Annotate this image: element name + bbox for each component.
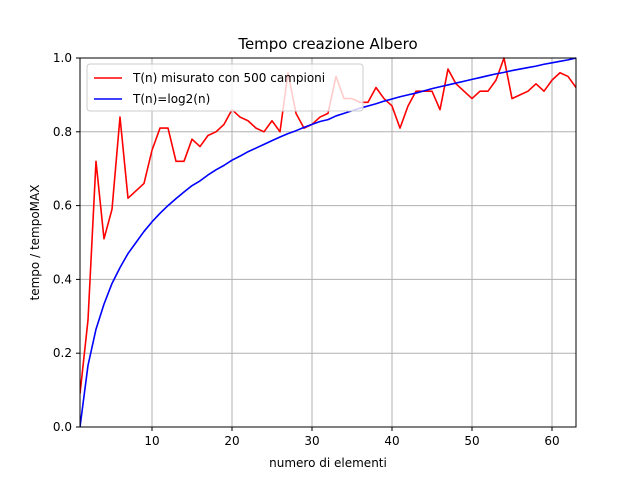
y-tick-label: 0.6: [53, 199, 72, 213]
y-tick-label: 1.0: [53, 51, 72, 65]
legend-label: T(n)=log2(n): [132, 92, 210, 106]
y-tick-label: 0.0: [53, 420, 72, 434]
x-tick-label: 50: [464, 434, 479, 448]
series-line-measured: [80, 57, 576, 394]
legend-label: T(n) misurato con 500 campioni: [132, 71, 325, 85]
y-axis-label: tempo / tempoMAX: [28, 185, 42, 301]
y-tick-label: 0.8: [53, 125, 72, 139]
legend-box: [86, 63, 364, 112]
x-tick-label: 60: [544, 434, 559, 448]
y-tick-label: 0.4: [53, 272, 72, 286]
x-axis-label: numero di elementi: [269, 456, 387, 470]
x-tick-label: 30: [304, 434, 319, 448]
y-tick-label: 0.2: [53, 346, 72, 360]
x-tick-label: 40: [384, 434, 399, 448]
legend: T(n) misurato con 500 campioni T(n)=log2(…: [86, 63, 364, 112]
axis-ticks: 10 20 30 40 50 60 0.0 0.2 0.4 0.6 0.8 1.0: [53, 51, 560, 448]
x-tick-label: 20: [224, 434, 239, 448]
chart-title: Tempo creazione Albero: [237, 35, 417, 53]
series-line-log2: [80, 57, 576, 428]
x-tick-label: 10: [144, 434, 159, 448]
series-layer: [80, 57, 576, 428]
plot-frame: [79, 57, 577, 428]
